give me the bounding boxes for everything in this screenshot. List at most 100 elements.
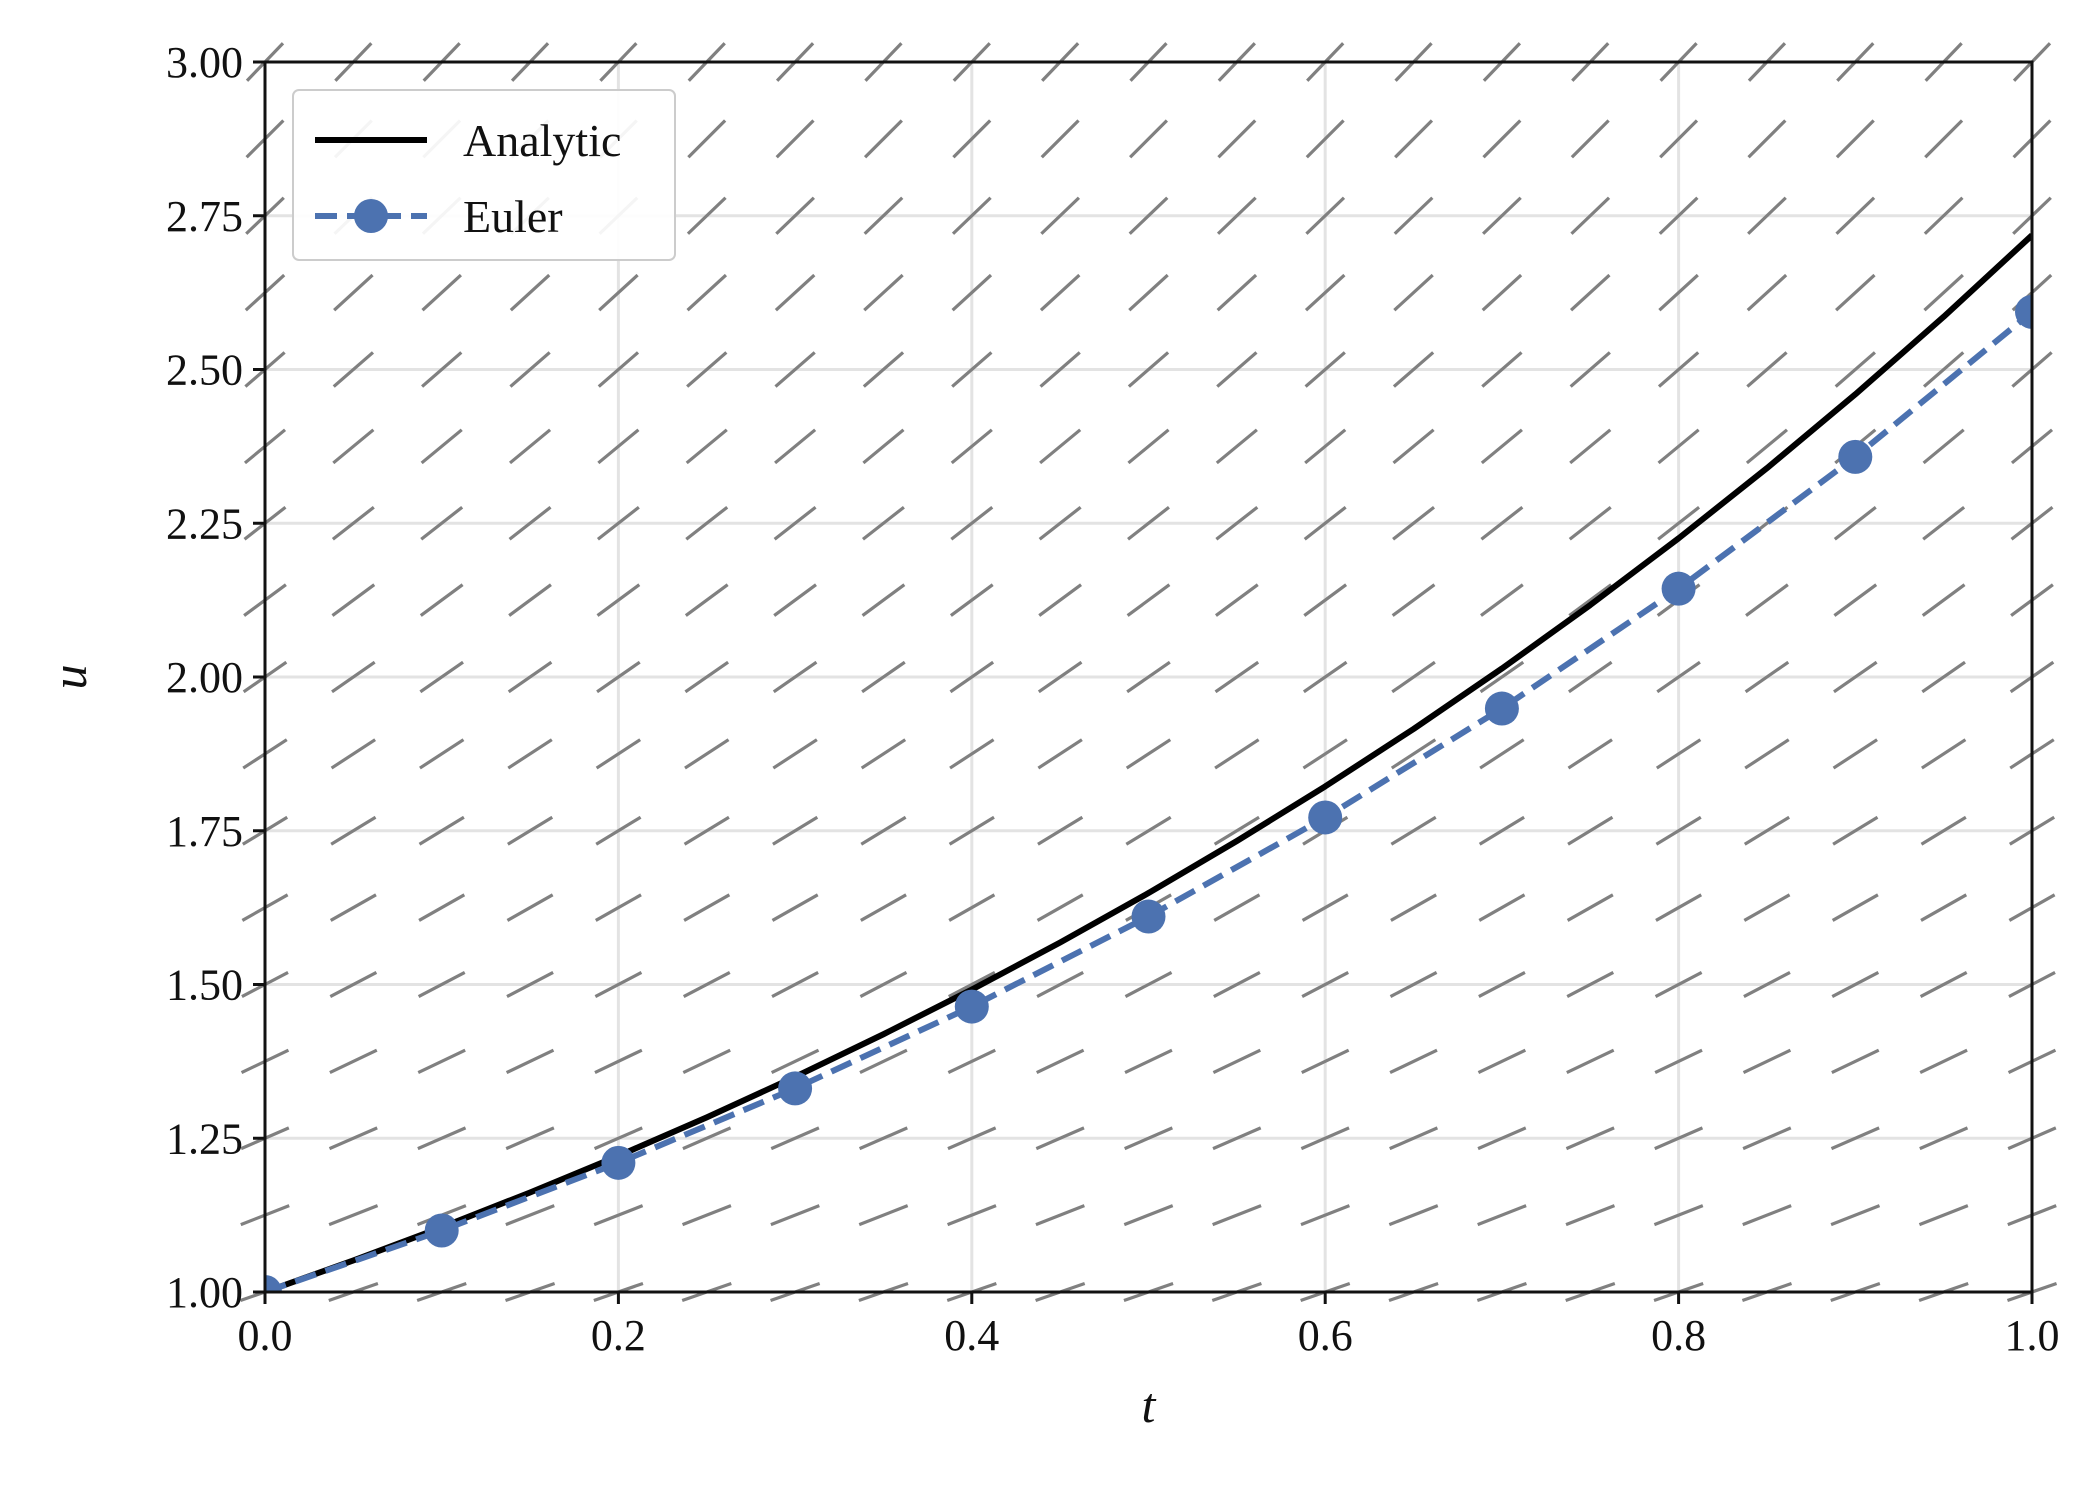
slope-segment xyxy=(1746,351,1788,388)
slope-segment xyxy=(1830,1126,1880,1151)
slope-segment xyxy=(1215,428,1258,465)
slope-segment xyxy=(1040,196,1081,235)
slope-segment xyxy=(1305,119,1345,159)
slope-segment xyxy=(771,893,819,922)
slope-segment xyxy=(770,1126,820,1151)
slope-segment xyxy=(598,273,639,312)
slope-segment xyxy=(1037,815,1084,846)
slope-segment xyxy=(949,660,995,694)
slope-segment xyxy=(1569,351,1611,388)
slope-segment xyxy=(774,428,817,465)
slope-segment xyxy=(862,428,905,465)
slope-segment xyxy=(1743,815,1790,846)
slope-segment xyxy=(1301,1048,1350,1075)
y-tick-label: 1.50 xyxy=(166,961,243,1010)
slope-segment xyxy=(772,660,818,694)
analytic-series-line xyxy=(265,233,2032,1292)
slope-segment xyxy=(1568,583,1613,617)
slope-segment xyxy=(1127,428,1170,465)
slope-segment xyxy=(507,815,554,846)
slope-segment xyxy=(951,196,992,235)
slope-segment xyxy=(1745,583,1789,617)
slope-segment xyxy=(1655,893,1703,922)
slope-segment xyxy=(1038,583,1083,617)
slope-segment xyxy=(1479,738,1525,770)
euler-data-point xyxy=(2015,294,2032,329)
y-axis-label: u xyxy=(41,665,97,690)
slope-segment xyxy=(1922,505,1966,541)
y-tick-label: 1.00 xyxy=(166,1268,243,1317)
slope-segment xyxy=(1831,1048,1880,1075)
slope-segment xyxy=(1923,273,1964,312)
slope-segment xyxy=(507,738,553,770)
y-tick-label: 2.50 xyxy=(166,346,243,395)
slope-segment xyxy=(684,660,730,694)
slope-segment xyxy=(417,1126,467,1151)
slope-segment xyxy=(681,1204,732,1227)
slope-segment xyxy=(952,119,992,159)
slope-segment xyxy=(1393,273,1434,312)
slope-segment xyxy=(863,196,904,235)
slope-segment xyxy=(860,815,907,846)
slope-segment xyxy=(1214,660,1260,694)
slope-segment xyxy=(1655,815,1702,846)
slope-segment xyxy=(596,660,641,694)
slope-segment xyxy=(948,815,995,846)
euler-data-point xyxy=(954,989,989,1024)
slope-segment xyxy=(1746,273,1788,312)
slope-segment xyxy=(1833,660,1878,694)
slope-segment xyxy=(595,815,642,846)
y-tick-label: 1.75 xyxy=(166,807,243,856)
slope-segment xyxy=(508,428,552,465)
slope-segment xyxy=(1565,1126,1615,1151)
slope-segment xyxy=(1654,971,1703,998)
slope-segment xyxy=(1128,119,1169,159)
slope-segment xyxy=(1212,1204,1262,1227)
slope-segment xyxy=(1212,1126,1262,1151)
series-layer xyxy=(265,233,2032,1292)
slope-segment xyxy=(1566,1048,1615,1075)
slope-segment xyxy=(1217,119,1257,159)
slope-segment xyxy=(951,273,993,312)
x-tick-label: 0.2 xyxy=(591,1311,646,1360)
slope-segment xyxy=(1390,815,1437,846)
slope-segment xyxy=(1657,428,1700,465)
slope-segment xyxy=(1478,971,1526,998)
slope-segment xyxy=(1922,351,1965,388)
slope-segment xyxy=(1481,351,1523,388)
slope-segment xyxy=(1213,893,1261,922)
slope-segment xyxy=(1394,119,1434,159)
slope-segment xyxy=(332,428,375,465)
slope-segment xyxy=(1124,1126,1173,1151)
slope-segment xyxy=(1480,583,1524,617)
slope-segment xyxy=(1304,351,1346,388)
euler-data-point xyxy=(424,1213,459,1248)
slope-segment xyxy=(1303,505,1347,541)
slope-segment xyxy=(861,583,906,617)
slope-segment xyxy=(1920,893,1968,922)
slope-segment xyxy=(1039,273,1081,312)
slope-segment xyxy=(505,1048,555,1075)
slope-segment xyxy=(331,583,376,617)
slope-segment xyxy=(1128,273,1169,312)
y-tick-label: 1.25 xyxy=(166,1114,243,1163)
slope-segment xyxy=(331,660,376,694)
slope-segment xyxy=(1567,660,1613,694)
slope-segment xyxy=(1570,119,1610,159)
slope-segment xyxy=(1747,196,1787,235)
slope-segment xyxy=(1477,1126,1527,1151)
legend-label-euler: Euler xyxy=(463,191,563,242)
slope-segment xyxy=(773,583,817,617)
slope-segment xyxy=(1570,196,1611,235)
slope-segment xyxy=(421,273,462,312)
slope-segment xyxy=(1659,119,1699,159)
slope-segment xyxy=(686,351,728,388)
slope-segment xyxy=(1569,273,1611,312)
slope-segment xyxy=(1216,351,1258,388)
slope-segment xyxy=(1568,505,1612,541)
slope-segment xyxy=(1835,196,1876,235)
slope-segment xyxy=(858,1126,908,1151)
slope-segment xyxy=(687,119,727,159)
y-tick-label: 2.75 xyxy=(166,192,243,241)
